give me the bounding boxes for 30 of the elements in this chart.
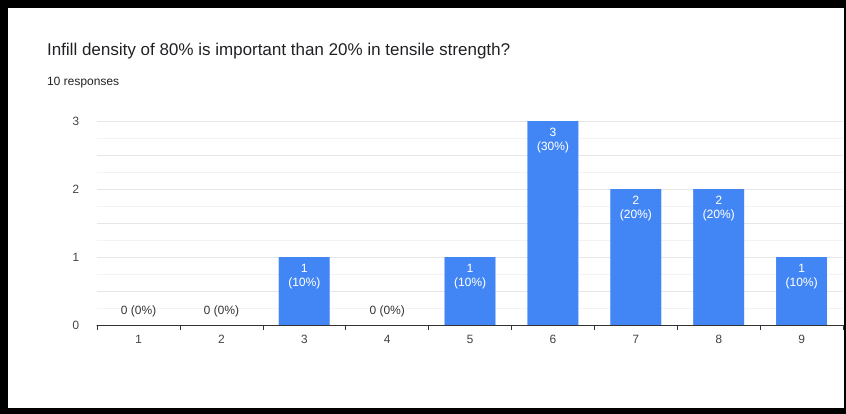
- x-tick-label: 8: [715, 332, 722, 346]
- data-label: 1 (10%): [786, 261, 818, 289]
- data-label: 2 (20%): [702, 193, 735, 221]
- bar: [693, 189, 744, 325]
- x-tick-label: 1: [135, 332, 142, 346]
- x-tick-label: 6: [550, 332, 557, 346]
- bar: [776, 257, 828, 325]
- y-tick-label: 0: [72, 318, 80, 332]
- data-label: 3 (30%): [536, 125, 569, 153]
- y-tick-label: 3: [72, 114, 80, 128]
- x-tick-label: 4: [384, 332, 391, 346]
- y-tick-label: 1: [72, 250, 80, 264]
- x-tick-label: 7: [632, 332, 640, 346]
- chart-subtitle: 10 responses: [47, 74, 120, 88]
- bar: [278, 257, 330, 325]
- data-label: 0 (0%): [204, 303, 240, 317]
- data-label: 0 (0%): [369, 303, 405, 317]
- data-label: 1 (10%): [288, 261, 320, 289]
- data-label: 1 (10%): [454, 261, 486, 289]
- bar: [610, 189, 662, 325]
- bar: [527, 121, 578, 325]
- data-label: 2 (20%): [620, 193, 652, 221]
- data-label: 0 (0%): [120, 303, 156, 317]
- x-tick-label: 5: [466, 332, 474, 346]
- y-tick-label: 2: [72, 182, 80, 196]
- chart-title: Infill density of 80% is important than 20% in tensile strength?: [47, 40, 510, 59]
- x-tick-label: 2: [218, 332, 225, 346]
- x-tick-label: 9: [798, 332, 806, 346]
- x-tick-label: 3: [300, 332, 308, 346]
- bar: [444, 257, 496, 325]
